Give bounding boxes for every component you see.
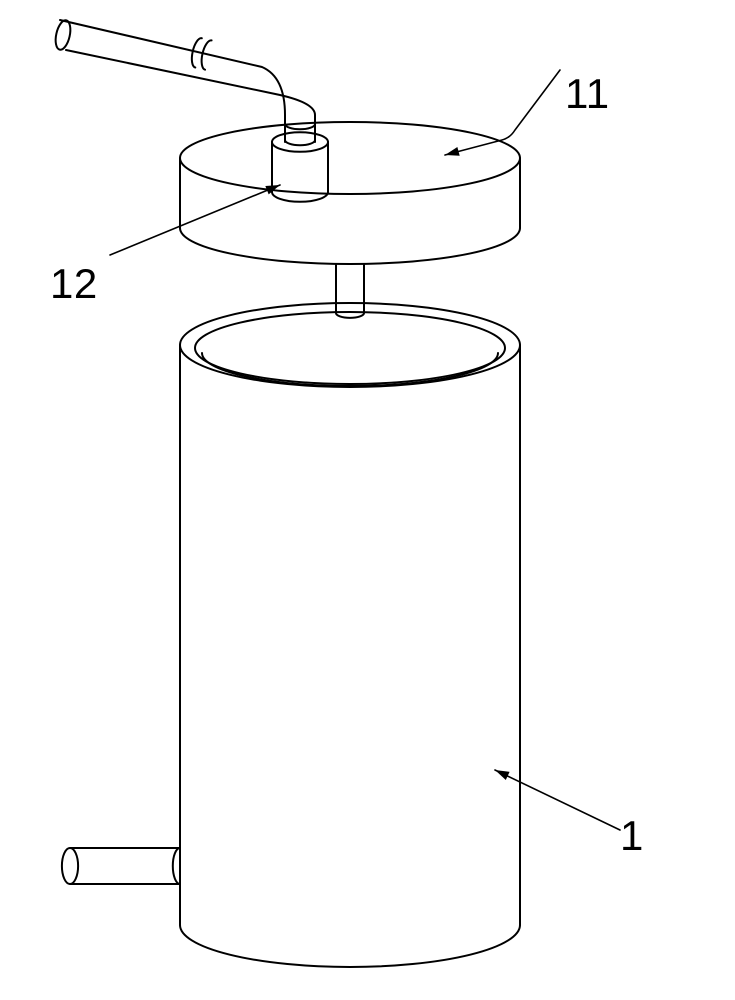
callout-1: 1 xyxy=(620,812,644,860)
lid-top xyxy=(180,122,520,194)
body-rim-outer xyxy=(180,303,520,387)
stub-bottom xyxy=(336,313,364,318)
body-rim-inner xyxy=(195,312,505,384)
hub-top xyxy=(272,132,328,152)
bottom-pipe-join xyxy=(173,848,180,884)
leader-arrow-body xyxy=(495,770,510,780)
bottom-pipe-end xyxy=(62,848,78,884)
callout-11: 11 xyxy=(565,70,610,118)
top-pipe-end xyxy=(53,19,73,51)
body-rim-lip xyxy=(202,353,498,386)
body-bottom-arc xyxy=(180,925,520,967)
leader-body xyxy=(495,770,620,830)
callout-12: 12 xyxy=(50,260,98,308)
leader-connector xyxy=(110,185,280,255)
lid-bottom-arc xyxy=(180,228,520,264)
top-pipe-outer xyxy=(60,20,285,142)
